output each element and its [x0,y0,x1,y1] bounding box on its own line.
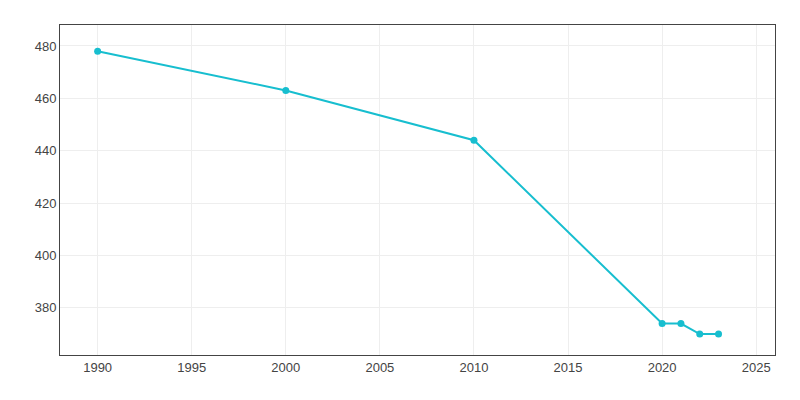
svg-text:2025: 2025 [742,360,771,375]
svg-text:2000: 2000 [271,360,300,375]
svg-text:2020: 2020 [648,360,677,375]
svg-text:2005: 2005 [365,360,394,375]
svg-text:480: 480 [35,39,57,54]
svg-text:460: 460 [35,91,57,106]
svg-text:2015: 2015 [554,360,583,375]
svg-text:1990: 1990 [83,360,112,375]
svg-text:2010: 2010 [459,360,488,375]
svg-text:420: 420 [35,196,57,211]
svg-text:440: 440 [35,143,57,158]
svg-text:400: 400 [35,248,57,263]
svg-text:1995: 1995 [177,360,206,375]
svg-text:380: 380 [35,300,57,315]
